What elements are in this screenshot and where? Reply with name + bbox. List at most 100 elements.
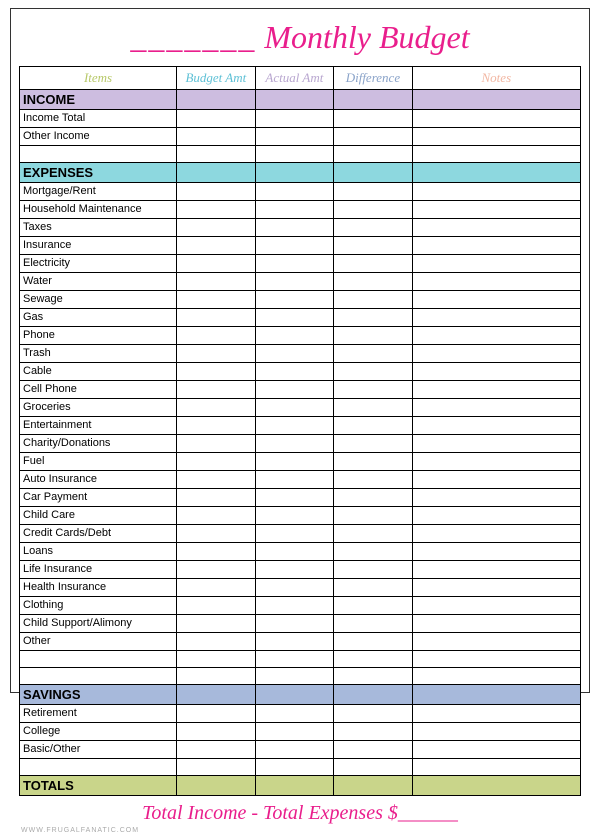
cell (334, 183, 413, 201)
cell (255, 489, 334, 507)
cell (334, 651, 413, 668)
cell (334, 255, 413, 273)
cell (412, 759, 580, 776)
cell (334, 685, 413, 705)
cell (412, 561, 580, 579)
table-row: Entertainment (20, 417, 581, 435)
cell (412, 363, 580, 381)
row-label: Trash (20, 345, 177, 363)
cell (412, 201, 580, 219)
cell (177, 309, 256, 327)
cell (177, 453, 256, 471)
cell (334, 615, 413, 633)
cell (177, 543, 256, 561)
cell (334, 543, 413, 561)
cell (177, 435, 256, 453)
cell (334, 345, 413, 363)
cell (255, 685, 334, 705)
table-row: Groceries (20, 399, 581, 417)
cell (255, 309, 334, 327)
cell (255, 651, 334, 668)
cell (334, 741, 413, 759)
cell (255, 128, 334, 146)
cell (177, 741, 256, 759)
cell (255, 471, 334, 489)
cell (412, 183, 580, 201)
cell (177, 163, 256, 183)
row-label (20, 651, 177, 668)
cell (255, 201, 334, 219)
cell (255, 633, 334, 651)
section-totals: TOTALS (20, 776, 581, 796)
cell (334, 201, 413, 219)
cell (177, 345, 256, 363)
cell (334, 507, 413, 525)
cell (334, 237, 413, 255)
row-label: TOTALS (20, 776, 177, 796)
cell (334, 453, 413, 471)
cell (334, 309, 413, 327)
cell (255, 741, 334, 759)
row-label: Fuel (20, 453, 177, 471)
cell (255, 399, 334, 417)
cell (177, 90, 256, 110)
cell (177, 399, 256, 417)
cell (334, 471, 413, 489)
row-label (20, 668, 177, 685)
row-label: Credit Cards/Debt (20, 525, 177, 543)
table-row: Household Maintenance (20, 201, 581, 219)
cell (255, 110, 334, 128)
cell (255, 615, 334, 633)
cell (177, 489, 256, 507)
cell (177, 237, 256, 255)
table-header: ItemsBudget AmtActual AmtDifferenceNotes (20, 67, 581, 90)
cell (177, 327, 256, 345)
cell (177, 651, 256, 668)
cell (334, 417, 413, 435)
row-label: Life Insurance (20, 561, 177, 579)
cell (412, 255, 580, 273)
cell (255, 381, 334, 399)
cell (255, 345, 334, 363)
cell (255, 163, 334, 183)
budget-page: _______ Monthly Budget ItemsBudget AmtAc… (0, 0, 600, 697)
table-row: Taxes (20, 219, 581, 237)
cell (412, 668, 580, 685)
cell (412, 237, 580, 255)
table-row: Life Insurance (20, 561, 581, 579)
cell (334, 163, 413, 183)
row-label: Auto Insurance (20, 471, 177, 489)
row-label: SAVINGS (20, 685, 177, 705)
table-row: Insurance (20, 237, 581, 255)
cell (412, 381, 580, 399)
row-label: Water (20, 273, 177, 291)
cell (334, 291, 413, 309)
cell (255, 255, 334, 273)
cell (255, 759, 334, 776)
cell (334, 597, 413, 615)
table-row: Basic/Other (20, 741, 581, 759)
cell (334, 525, 413, 543)
cell (177, 561, 256, 579)
cell (255, 525, 334, 543)
cell (412, 471, 580, 489)
cell (334, 273, 413, 291)
spacer-row (20, 651, 581, 668)
row-label: Entertainment (20, 417, 177, 435)
row-label: Other Income (20, 128, 177, 146)
cell (412, 615, 580, 633)
row-label: Cable (20, 363, 177, 381)
row-label (20, 759, 177, 776)
cell (255, 273, 334, 291)
cell (334, 561, 413, 579)
page-border: _______ Monthly Budget ItemsBudget AmtAc… (10, 8, 590, 693)
cell (334, 110, 413, 128)
table-row: Loans (20, 543, 581, 561)
table-row: Gas (20, 309, 581, 327)
cell (177, 597, 256, 615)
cell (334, 435, 413, 453)
cell (412, 435, 580, 453)
row-label: EXPENSES (20, 163, 177, 183)
table-row: Mortgage/Rent (20, 183, 581, 201)
cell (334, 146, 413, 163)
